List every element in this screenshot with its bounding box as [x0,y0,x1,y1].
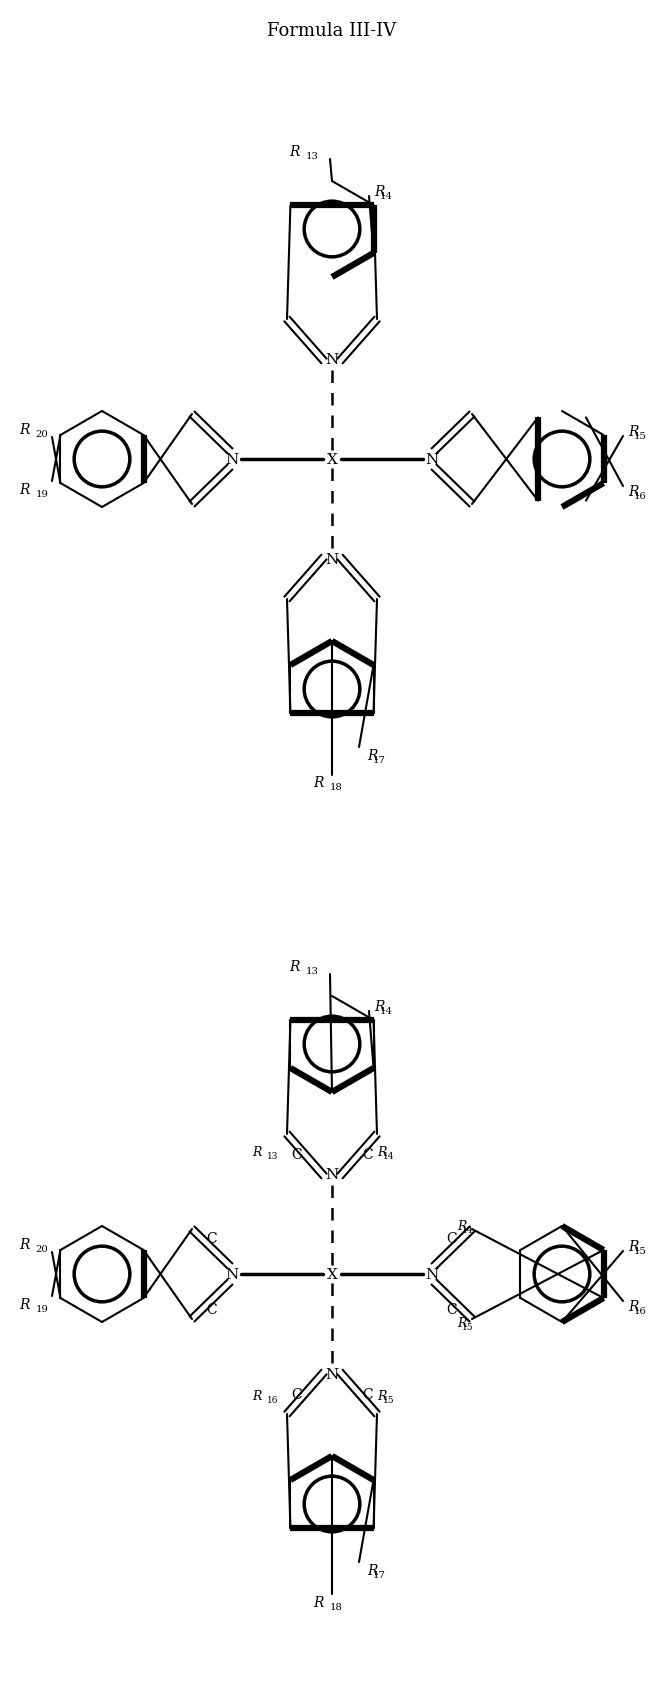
Text: N: N [225,453,238,467]
Text: 16: 16 [634,1306,647,1314]
Text: X: X [327,1267,337,1282]
Text: 15: 15 [634,431,647,440]
Text: 19: 19 [36,489,48,499]
Text: R: R [378,1389,387,1403]
Text: C: C [207,1231,217,1246]
Text: 16: 16 [267,1396,278,1404]
Text: R: R [374,185,384,199]
Text: 14: 14 [380,1007,393,1015]
Text: 13: 13 [306,966,319,975]
Text: R: R [252,1389,262,1403]
Text: R: R [378,1146,387,1158]
Text: R: R [290,144,300,160]
Text: R: R [628,424,639,438]
Text: N: N [325,1367,339,1380]
Text: R: R [457,1316,466,1330]
Text: 15: 15 [634,1246,647,1255]
Text: C: C [362,1387,373,1401]
Text: 18: 18 [330,1601,343,1611]
Text: R: R [19,482,30,498]
Text: R: R [628,1240,639,1253]
Text: 14: 14 [462,1224,473,1234]
Text: 15: 15 [382,1396,394,1404]
Text: 18: 18 [330,783,343,791]
Text: 17: 17 [373,1569,386,1579]
Text: 19: 19 [36,1304,48,1313]
Text: N: N [325,353,339,367]
Text: C: C [447,1231,457,1246]
Text: N: N [325,552,339,567]
Text: Formula III-IV: Formula III-IV [268,22,396,41]
Text: N: N [225,1267,238,1282]
Text: R: R [313,1594,324,1610]
Text: R: R [457,1219,466,1233]
Text: N: N [426,453,439,467]
Text: N: N [325,1167,339,1182]
Text: C: C [362,1148,373,1161]
Text: C: C [207,1302,217,1316]
Text: R: R [313,776,324,790]
Text: R: R [374,1000,384,1014]
Text: C: C [291,1148,302,1161]
Text: 13: 13 [267,1151,278,1161]
Text: N: N [426,1267,439,1282]
Text: C: C [447,1302,457,1316]
Text: C: C [291,1387,302,1401]
Text: R: R [628,484,639,499]
Text: R: R [19,423,30,436]
Text: R: R [367,749,378,762]
Text: R: R [252,1146,262,1158]
Text: R: R [19,1297,30,1311]
Text: 16: 16 [634,491,647,501]
Text: R: R [19,1238,30,1251]
Text: R: R [367,1564,378,1577]
Text: R: R [290,959,300,973]
Text: X: X [327,453,337,467]
Text: 15: 15 [462,1323,474,1331]
Text: 20: 20 [36,430,48,438]
Text: 20: 20 [36,1245,48,1253]
Text: 17: 17 [373,756,386,764]
Text: R: R [628,1299,639,1313]
Text: 14: 14 [382,1151,394,1161]
Text: 13: 13 [306,151,319,161]
Text: 14: 14 [380,192,393,200]
